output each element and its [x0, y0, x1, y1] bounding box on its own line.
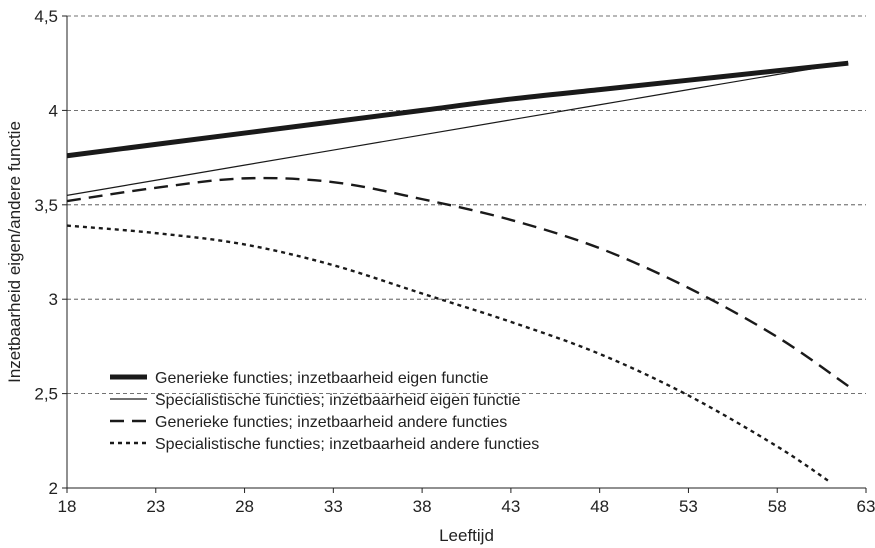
x-tick-labels: 18 23 28 33 38 43 48 53 58 63 [58, 488, 875, 516]
x-tick-label: 63 [857, 497, 875, 516]
x-tick-label: 38 [413, 497, 432, 516]
y-tick-label: 3 [49, 290, 58, 309]
x-tick-label: 18 [58, 497, 77, 516]
y-axis-title: Inzetbaarheid eigen/andere functie [5, 121, 24, 383]
axes [66, 16, 866, 489]
series-specialist-own-line [66, 62, 849, 196]
x-tick-label: 28 [235, 497, 254, 516]
x-tick-label: 58 [768, 497, 787, 516]
series-specialist-other-line [66, 224, 832, 484]
y-tick-label: 4,5 [34, 7, 58, 26]
y-tick-label: 4 [49, 101, 58, 120]
legend-label: Specialistische functies; inzetbaarheid … [155, 392, 521, 409]
legend-label: Generieke functies; inzetbaarheid andere… [155, 414, 507, 431]
series-generic-own-line [66, 60, 849, 159]
y-tick-labels: 2 2,5 3 3,5 4 4,5 [34, 7, 67, 498]
series-generic-other-line [66, 176, 849, 388]
x-axis-title: Leeftijd [439, 526, 494, 545]
gridlines [67, 15, 866, 395]
legend-label: Specialistische functies; inzetbaarheid … [155, 436, 539, 453]
x-tick-label: 53 [679, 497, 698, 516]
legend: Generieke functies; inzetbaarheid eigen … [110, 370, 539, 453]
series-lines [66, 60, 849, 484]
x-tick-label: 48 [590, 497, 609, 516]
y-tick-label: 3,5 [34, 196, 58, 215]
x-tick-label: 33 [324, 497, 343, 516]
legend-label: Generieke functies; inzetbaarheid eigen … [155, 370, 489, 387]
x-tick-label: 43 [501, 497, 520, 516]
x-tick-label: 23 [146, 497, 165, 516]
y-tick-label: 2 [49, 479, 58, 498]
y-tick-label: 2,5 [34, 385, 58, 404]
